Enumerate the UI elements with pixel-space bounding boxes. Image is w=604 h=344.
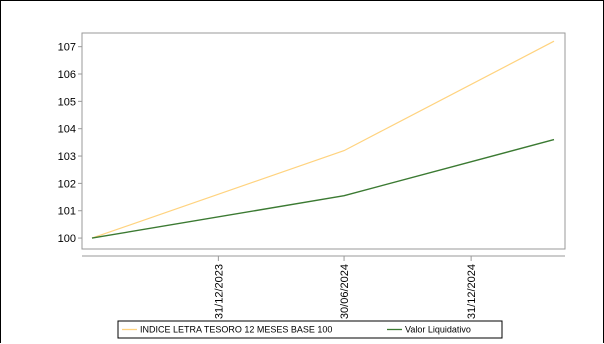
x-tick-label: 31/12/2023 [213,264,225,319]
series-lines [91,40,555,239]
y-tick-label: 100 [58,233,76,245]
legend: INDICE LETRA TESORO 12 MESES BASE 100 Va… [117,320,503,339]
y-tick-label: 105 [58,96,76,108]
y-tick-label: 102 [58,178,76,190]
legend-box [117,320,503,339]
series-line-valor [91,138,555,239]
legend-label-valor: Valor Liquidativo [405,325,471,335]
y-tick-label: 106 [58,69,76,81]
legend-label-indice: INDICE LETRA TESORO 12 MESES BASE 100 [140,325,332,335]
x-axis: 31/12/2023 30/06/2024 31/12/2024 [213,256,478,319]
x-tick-label: 31/12/2024 [466,264,478,319]
y-tick-label: 107 [58,42,76,54]
y-tick-label: 104 [58,124,76,136]
x-tick-label: 30/06/2024 [339,264,351,319]
series-line-indice [91,40,555,239]
y-tick-label: 103 [58,151,76,163]
y-tick-label: 101 [58,206,76,218]
y-axis: 100 101 102 103 104 105 106 107 [58,42,82,245]
